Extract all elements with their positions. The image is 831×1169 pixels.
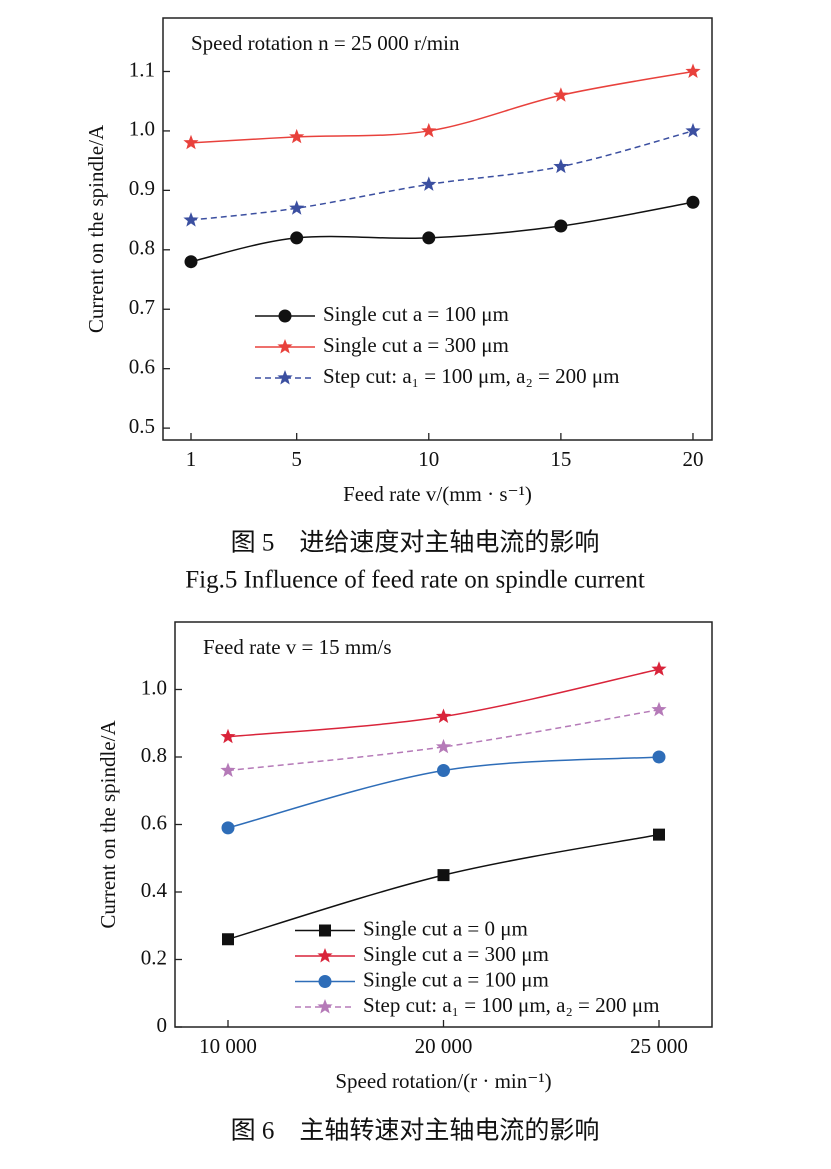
marker <box>277 339 293 354</box>
x-tick-label: 10 <box>418 447 439 471</box>
marker <box>422 231 436 245</box>
y-tick-label: 0.4 <box>141 878 168 902</box>
marker <box>651 701 667 717</box>
caption-cn: 图 5 进给速度对主轴电流的影响 <box>231 529 600 557</box>
y-tick-label: 1.0 <box>129 117 155 141</box>
marker <box>651 661 667 676</box>
y-tick-label: 0.8 <box>141 743 167 767</box>
caption-cn: 图 6 主轴转速对主轴电流的影响 <box>231 1117 600 1145</box>
y-tick-label: 0.5 <box>129 414 155 438</box>
caption-en: Fig.5 Influence of feed rate on spindle … <box>185 567 645 594</box>
legend-label: Single cut a = 300 μm <box>363 942 549 966</box>
marker <box>220 728 236 744</box>
plot-frame <box>174 621 713 1028</box>
marker <box>554 219 568 233</box>
y-tick-label: 0.6 <box>141 810 167 834</box>
marker <box>278 309 292 323</box>
series-line <box>190 130 694 221</box>
legend-label: Single cut a = 0 μm <box>363 916 528 940</box>
series-line <box>227 668 660 738</box>
marker <box>685 63 701 78</box>
marker <box>222 933 234 946</box>
marker <box>289 200 305 215</box>
marker <box>685 122 701 138</box>
marker <box>317 999 333 1014</box>
marker <box>184 255 198 269</box>
y-axis-label: Current on the spindle/A <box>84 124 108 333</box>
legend-label: Step cut: a₁ = 100 μm, a₂ = 200 μm <box>363 993 659 1017</box>
x-tick-label: 1 <box>186 447 197 471</box>
marker <box>221 821 235 835</box>
marker <box>183 212 199 227</box>
marker <box>289 128 305 144</box>
marker <box>653 828 665 841</box>
annotation: Feed rate v = 15 mm/s <box>203 635 392 659</box>
marker <box>319 924 331 937</box>
y-tick-label: 0.6 <box>129 354 155 378</box>
marker <box>435 708 452 723</box>
marker <box>290 231 304 245</box>
x-axis-label: Speed rotation/(r · min⁻¹) <box>335 1069 551 1093</box>
marker <box>317 948 333 963</box>
marker <box>421 176 437 191</box>
marker <box>318 975 332 988</box>
marker <box>220 762 236 777</box>
x-tick-label: 25 000 <box>630 1034 688 1058</box>
x-tick-label: 10 000 <box>199 1034 257 1058</box>
marker <box>437 764 450 777</box>
y-tick-label: 0.2 <box>141 945 167 969</box>
x-tick-label: 15 <box>550 447 571 471</box>
legend-label: Single cut a = 100 μm <box>363 967 549 991</box>
marker <box>277 370 293 385</box>
marker <box>553 158 569 174</box>
series-line <box>227 709 660 772</box>
y-tick-label: 1.1 <box>129 57 155 81</box>
x-axis-label: Feed rate v/(mm · s⁻¹) <box>343 482 532 506</box>
series-line <box>190 70 694 144</box>
x-tick-label: 20 000 <box>415 1034 473 1058</box>
series-line <box>190 201 694 263</box>
marker <box>652 750 666 764</box>
legend-label: Single cut a = 100 μm <box>323 302 509 326</box>
y-tick-label: 0.7 <box>129 295 155 319</box>
legend-label: Step cut: a₁ = 100 μm, a₂ = 200 μm <box>323 364 619 388</box>
marker <box>421 122 437 138</box>
marker <box>553 87 569 102</box>
marker <box>435 738 452 754</box>
marker <box>183 134 199 150</box>
annotation: Speed rotation n = 25 000 r/min <box>191 31 460 55</box>
y-tick-label: 0.9 <box>129 176 155 200</box>
plot-frame <box>162 17 713 441</box>
x-tick-label: 5 <box>291 447 302 471</box>
x-tick-label: 20 <box>682 447 703 471</box>
y-tick-label: 1.0 <box>141 675 167 699</box>
y-axis-label: Current on the spindle/A <box>96 720 120 929</box>
marker <box>437 869 450 882</box>
y-tick-label: 0.8 <box>129 236 155 260</box>
marker <box>686 195 700 209</box>
y-tick-label: 0 <box>157 1013 168 1037</box>
legend-label: Single cut a = 300 μm <box>323 333 509 357</box>
